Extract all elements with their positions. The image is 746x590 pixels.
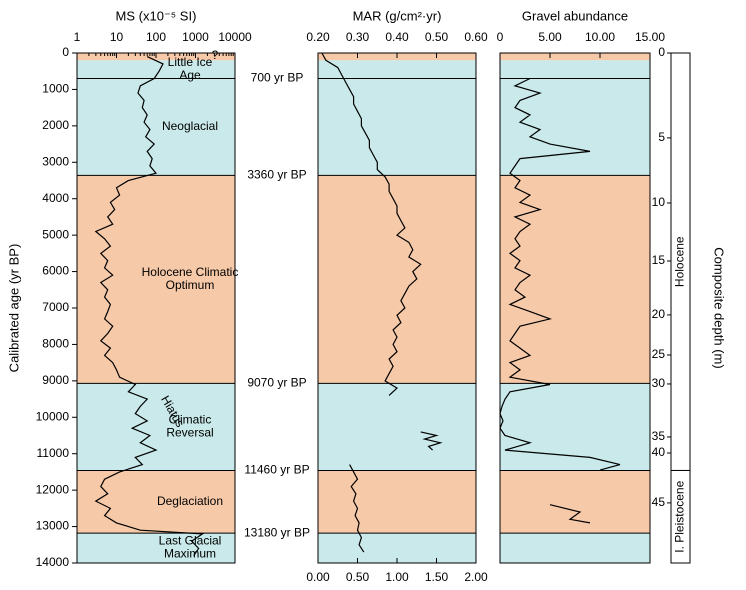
depth-tick-label: 25 <box>652 347 666 361</box>
x-tick-label: 10.00 <box>585 30 615 44</box>
y-tick-label: 7000 <box>42 300 69 314</box>
data-line <box>321 52 422 396</box>
boundary-label: 9070 yr BP <box>247 376 306 390</box>
x-tick-label: 0.50 <box>425 30 449 44</box>
zone-band <box>77 60 235 79</box>
y-tick-label: 13000 <box>36 519 70 533</box>
y-tick-label: 9000 <box>42 373 69 387</box>
x-tick-label: 15.00 <box>635 30 665 44</box>
depth-tick-label: 45 <box>652 495 666 509</box>
x2-tick-label: 1.00 <box>385 570 409 584</box>
x-tick-label: 10000 <box>218 30 252 44</box>
zone-band <box>77 383 235 471</box>
y-tick-label: 10000 <box>36 409 70 423</box>
x2-tick-label: 0.50 <box>346 570 370 584</box>
zone-label: Holocene Climatic Optimum <box>142 265 239 292</box>
zone-band <box>77 533 235 563</box>
y-tick-label: 1000 <box>42 82 69 96</box>
x2-tick-label: 2.00 <box>464 570 488 584</box>
zone-band <box>500 78 650 176</box>
zone-band <box>318 60 476 79</box>
zone-band <box>77 78 235 176</box>
y-tick-label: 4000 <box>42 191 69 205</box>
panel-title: Gravel abundance <box>522 8 628 23</box>
unit-label: I. Pleistocene <box>673 480 687 552</box>
x-tick-label: 0.20 <box>306 30 330 44</box>
zone-band <box>500 470 650 534</box>
annotation: ? <box>212 48 219 62</box>
boundary-label: 3360 yr BP <box>247 168 306 182</box>
zone-band <box>77 175 235 384</box>
depth-tick-label: 0 <box>658 45 665 59</box>
zone-band <box>500 533 650 563</box>
boundary-label: 13180 yr BP <box>244 525 310 539</box>
x-tick-label: 100 <box>146 30 166 44</box>
y-tick-label: 11000 <box>37 446 70 460</box>
y-tick-label: 5000 <box>42 227 69 241</box>
depth-axis-label: Composite depth (m) <box>712 247 727 368</box>
depth-tick-label: 5 <box>658 130 665 144</box>
x-tick-label: 1 <box>74 30 81 44</box>
y-axis-label: Calibrated age (yr BP) <box>6 244 21 373</box>
x-tick-label: 0 <box>497 30 504 44</box>
x-tick-label: 1000 <box>182 30 209 44</box>
zone-label: Little Ice Age <box>168 55 213 82</box>
x2-tick-label: 0.00 <box>306 570 330 584</box>
zone-band <box>318 383 476 471</box>
zone-band <box>318 78 476 176</box>
y-tick-label: 3000 <box>42 154 69 168</box>
unit-label: Holocene <box>673 236 687 287</box>
y-tick-label: 14000 <box>36 555 70 569</box>
y-tick-label: 12000 <box>36 482 70 496</box>
y-tick-label: 8000 <box>42 337 69 351</box>
x-tick-label: 0.40 <box>385 30 409 44</box>
panel-title: MS (x10⁻⁵ SI) <box>116 8 197 23</box>
x-tick-label: 0.60 <box>464 30 488 44</box>
panel-frame <box>499 52 651 564</box>
zone-band <box>500 60 650 79</box>
zone-label: Deglaciation <box>157 494 223 508</box>
zone-label: Last Glacial Maximum <box>159 534 222 561</box>
panel-title: MAR (g/cm²·yr) <box>353 8 442 23</box>
data-line <box>349 431 443 553</box>
unit-box <box>670 469 691 564</box>
depth-tick-label: 40 <box>652 445 666 459</box>
data-line <box>499 77 621 524</box>
zone-label: Neoglacial <box>162 119 218 133</box>
depth-tick-label: 20 <box>652 307 666 321</box>
x2-tick-label: 1.50 <box>425 570 449 584</box>
zone-band <box>500 175 650 384</box>
y-tick-label: 6000 <box>42 264 69 278</box>
boundary-label: 11460 yr BP <box>244 463 309 477</box>
depth-tick-label: 10 <box>652 195 666 209</box>
data-line <box>94 56 205 557</box>
depth-tick-label: 35 <box>652 429 666 443</box>
zone-band <box>500 53 650 61</box>
zone-label: Climatic Reversal <box>166 413 213 440</box>
panel-frame <box>317 52 477 564</box>
y-tick-label: 2000 <box>42 118 69 132</box>
depth-tick-label: 30 <box>652 376 666 390</box>
zone-band <box>318 470 476 534</box>
y-tick-label: 0 <box>62 45 69 59</box>
x-tick-label: 10 <box>110 30 124 44</box>
x-tick-label: 0.30 <box>346 30 370 44</box>
boundary-label: 700 yr BP <box>251 71 304 85</box>
depth-tick-label: 15 <box>652 253 666 267</box>
zone-band <box>500 383 650 471</box>
x-tick-label: 5.00 <box>538 30 562 44</box>
